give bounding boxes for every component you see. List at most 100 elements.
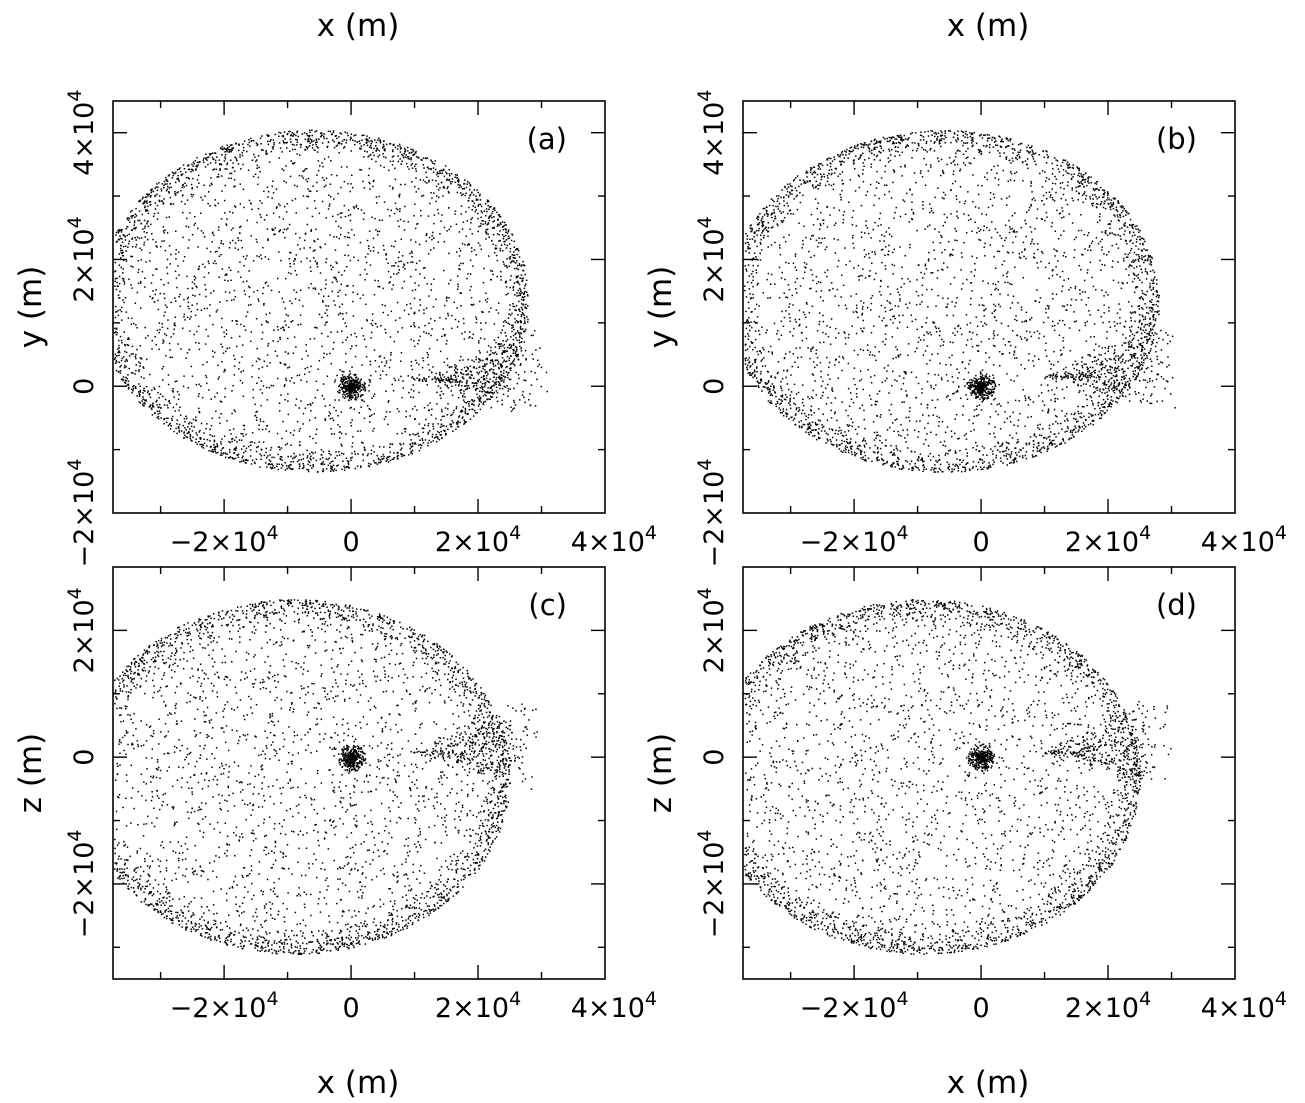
data-point — [389, 281, 391, 283]
data-point — [436, 403, 438, 405]
data-point — [911, 142, 914, 144]
data-point — [223, 199, 226, 202]
data-point — [377, 285, 379, 288]
data-point — [456, 368, 459, 371]
data-point — [766, 210, 768, 213]
data-point — [198, 383, 200, 386]
data-point — [845, 434, 847, 436]
tick-label-exponent: 4 — [64, 459, 86, 471]
data-point — [522, 277, 524, 279]
data-point — [210, 398, 212, 400]
data-point — [1116, 374, 1118, 376]
data-point — [414, 378, 416, 381]
data-point — [322, 301, 324, 303]
data-point — [441, 437, 443, 439]
data-point — [186, 298, 189, 300]
data-point — [278, 216, 281, 218]
data-point — [214, 205, 217, 207]
data-point — [283, 180, 285, 182]
data-point — [1099, 390, 1101, 392]
data-point — [1050, 442, 1053, 445]
data-point — [135, 353, 137, 356]
data-point — [486, 398, 489, 400]
data-point — [826, 158, 829, 160]
data-point — [380, 455, 383, 458]
data-point — [509, 367, 511, 370]
data-point — [529, 393, 531, 395]
data-point — [220, 449, 222, 452]
data-point — [474, 210, 476, 213]
data-point — [175, 277, 178, 280]
data-point — [345, 352, 347, 355]
data-point — [114, 327, 116, 330]
data-point — [256, 167, 258, 169]
data-point — [475, 382, 477, 384]
tick-label-base: 0 — [69, 378, 100, 395]
data-point — [468, 182, 471, 184]
data-point — [403, 156, 405, 159]
data-point — [755, 269, 757, 271]
data-point — [124, 235, 126, 238]
core-point — [357, 384, 359, 386]
core-point — [349, 396, 351, 398]
data-point — [255, 360, 258, 363]
data-point — [277, 277, 279, 280]
data-point — [126, 226, 128, 228]
data-point — [476, 387, 479, 390]
data-point — [170, 202, 172, 205]
data-point — [314, 287, 316, 289]
core-point — [348, 387, 351, 390]
data-point — [222, 243, 224, 245]
data-point — [439, 379, 442, 382]
data-point — [210, 177, 212, 179]
data-point — [202, 159, 205, 161]
data-point — [418, 435, 420, 437]
data-point — [143, 401, 146, 404]
data-point — [889, 139, 891, 142]
data-point — [403, 229, 406, 231]
data-point — [265, 428, 267, 430]
data-point — [207, 260, 210, 262]
data-point — [282, 169, 285, 172]
data-point — [200, 230, 203, 232]
data-point — [298, 174, 301, 177]
data-point — [219, 168, 221, 170]
data-point — [292, 135, 294, 137]
data-point — [187, 423, 190, 425]
data-point — [485, 231, 487, 233]
data-point — [418, 157, 420, 159]
data-point — [478, 340, 480, 342]
data-point — [321, 345, 323, 348]
data-point — [305, 350, 307, 352]
data-point — [116, 240, 119, 242]
data-point — [385, 460, 387, 462]
data-point — [500, 370, 502, 373]
core-point — [342, 380, 344, 383]
data-point — [118, 339, 120, 342]
data-point — [448, 207, 450, 209]
data-point — [430, 168, 432, 170]
core-point — [351, 394, 353, 397]
data-point — [161, 326, 164, 329]
data-point — [483, 365, 485, 367]
data-point — [500, 345, 502, 348]
data-point — [239, 226, 241, 229]
data-point — [218, 255, 221, 257]
core-point — [362, 388, 365, 391]
data-point — [133, 220, 136, 222]
data-point — [332, 131, 335, 134]
data-point — [392, 186, 394, 189]
data-point — [330, 174, 333, 176]
data-point — [321, 200, 324, 203]
data-point — [517, 358, 520, 360]
data-point — [397, 160, 400, 163]
data-point — [353, 207, 356, 209]
data-point — [229, 429, 231, 431]
data-point — [317, 147, 319, 149]
data-point — [933, 142, 935, 144]
data-point — [503, 385, 505, 388]
core-point — [349, 390, 351, 393]
data-point — [460, 262, 462, 265]
data-point — [471, 374, 473, 377]
data-point — [352, 285, 354, 287]
